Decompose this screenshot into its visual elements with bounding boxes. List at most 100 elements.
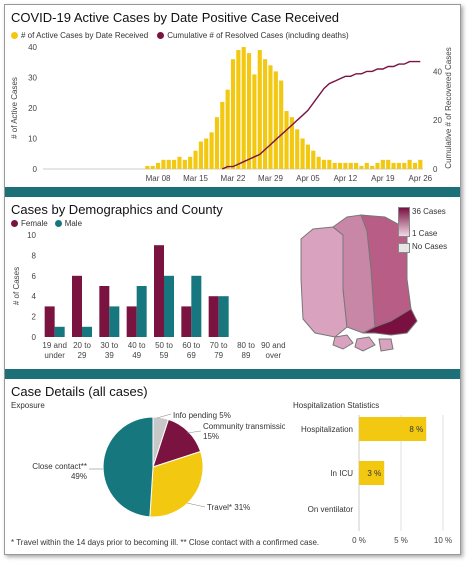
active-cases-bar <box>289 117 294 169</box>
pie-label-community-pct: 15% <box>203 432 219 441</box>
active-cases-bar <box>209 132 214 169</box>
resolved-cases-line <box>222 60 421 170</box>
active-cases-bar <box>172 159 177 169</box>
hosp-category-label: On ventilator <box>308 505 354 514</box>
active-cases-bar <box>412 162 418 169</box>
active-cases-bar <box>252 74 257 169</box>
x-tick-label: 59 <box>160 351 169 360</box>
pie-slice-close-contact <box>102 416 154 518</box>
x-tick-label: Mar 08 <box>146 174 171 183</box>
active-cases-bar <box>407 159 412 169</box>
x-tick-label: Apr 05 <box>296 174 320 183</box>
active-cases-bar <box>236 50 241 169</box>
x-tick-label: over <box>266 351 282 360</box>
pie-label-close: Close contact** <box>32 462 87 471</box>
x-tick-label: Apr 19 <box>371 174 395 183</box>
active-cases-bar <box>193 150 198 169</box>
pie-slice-travel <box>149 450 204 518</box>
y-tick-label: 10 <box>27 231 36 240</box>
active-cases-bar <box>230 59 236 170</box>
demographics-title: Cases by Demographics and County <box>11 202 223 217</box>
map-legend-none-swatch <box>398 243 410 253</box>
active-cases-bar <box>241 47 246 169</box>
active-cases-bar <box>370 165 375 169</box>
exposure-label: Exposure <box>11 401 45 410</box>
active-cases-bar <box>268 65 273 169</box>
x-tick-label: 30 to <box>100 341 118 350</box>
active-cases-bar <box>177 156 182 169</box>
y-axis-label: # of Cases <box>12 267 21 305</box>
pie-leader-community <box>186 430 202 434</box>
active-cases-bar <box>182 159 187 169</box>
active-cases-bar <box>188 156 193 169</box>
y2-tick-label: 40 <box>433 67 442 76</box>
female-bar <box>181 306 192 337</box>
map-legend-max: 36 Cases <box>412 207 446 216</box>
x-tick-label: 29 <box>78 351 87 360</box>
timeline-title: COVID-19 Active Cases by Date Positive C… <box>11 10 340 25</box>
active-cases-bar <box>343 162 348 169</box>
hosp-label: Hospitalization Statistics <box>293 401 380 410</box>
timeline-chart: 0 10 20 30 40 0 20 40 # of Active Cases Cumulativ… <box>10 43 453 183</box>
active-cases-bar <box>225 89 230 169</box>
active-cases-bar <box>359 165 364 169</box>
female-bar <box>99 286 110 337</box>
active-cases-bar <box>348 162 353 169</box>
active-cases-bar <box>354 162 359 169</box>
details-title: Case Details (all cases) <box>11 384 148 399</box>
map-region-south <box>362 308 418 336</box>
active-cases-bar <box>150 165 155 169</box>
map-legend: 36 Cases 1 Case No Cases <box>398 207 458 273</box>
map-legend-none: No Cases <box>412 242 448 251</box>
legend-resolved-swatch <box>157 32 165 39</box>
active-cases-bar <box>198 141 203 169</box>
active-cases-bar <box>305 144 311 169</box>
legend-male-label: Male <box>64 219 83 228</box>
x-tick-label: 40 to <box>128 341 146 350</box>
active-cases-bar <box>364 162 369 169</box>
timeline-legend: # of Active Cases by Date Received Cumul… <box>11 31 349 40</box>
male-bar <box>218 296 229 337</box>
pie-leader-travel <box>186 502 206 508</box>
y-tick-label: 4 <box>32 292 37 301</box>
active-cases-bar <box>311 150 316 169</box>
footnote: * Travel within the 14 days prior to bec… <box>11 538 320 547</box>
active-cases-bar <box>279 80 284 169</box>
legend-male-swatch <box>54 220 62 227</box>
x-tick-label: 70 to <box>210 341 228 350</box>
map-legend-min: 1 Case <box>412 229 438 238</box>
x-tick-label: Apr 26 <box>409 174 433 183</box>
x-tick-label: 20 to <box>73 341 91 350</box>
y-tick-label: 20 <box>28 104 37 113</box>
y-tick-label: 0 <box>33 165 38 174</box>
y-tick-label: 6 <box>32 272 37 281</box>
female-bar <box>44 306 55 337</box>
x-tick-label: 69 <box>187 351 196 360</box>
y-tick-label: 30 <box>28 74 37 83</box>
active-cases-bar <box>214 117 220 169</box>
x-tick-label: Mar 29 <box>258 174 283 183</box>
legend-resolved-label: Cumulative # of Resolved Cases (includin… <box>167 31 349 40</box>
active-cases-bar <box>220 101 225 169</box>
legend-active-swatch <box>11 32 18 39</box>
active-cases-bar <box>391 162 396 169</box>
x-tick-label: 19 and <box>42 341 66 350</box>
x-tick-label: 80 to <box>237 341 255 350</box>
divider-2 <box>5 369 460 379</box>
x-tick-label: 10 % <box>434 536 452 545</box>
active-cases-bar <box>166 159 171 169</box>
active-cases-bar <box>327 159 332 169</box>
x-tick-label: 49 <box>132 351 141 360</box>
male-bar <box>136 286 147 337</box>
active-cases-bar <box>273 71 278 169</box>
x-tick-label: Apr 12 <box>334 174 358 183</box>
active-cases-bar <box>284 111 289 169</box>
active-cases-bar <box>145 165 150 169</box>
active-cases-bar <box>246 53 252 169</box>
female-bar <box>208 296 219 337</box>
details-panel: Case Details (all cases) Exposure Hospit… <box>5 379 460 554</box>
female-bar <box>72 275 82 337</box>
pie-label-info: Info pending 5% <box>173 411 231 420</box>
pie-label-community: Community transmission <box>203 422 285 431</box>
legend-female-swatch <box>11 220 18 227</box>
